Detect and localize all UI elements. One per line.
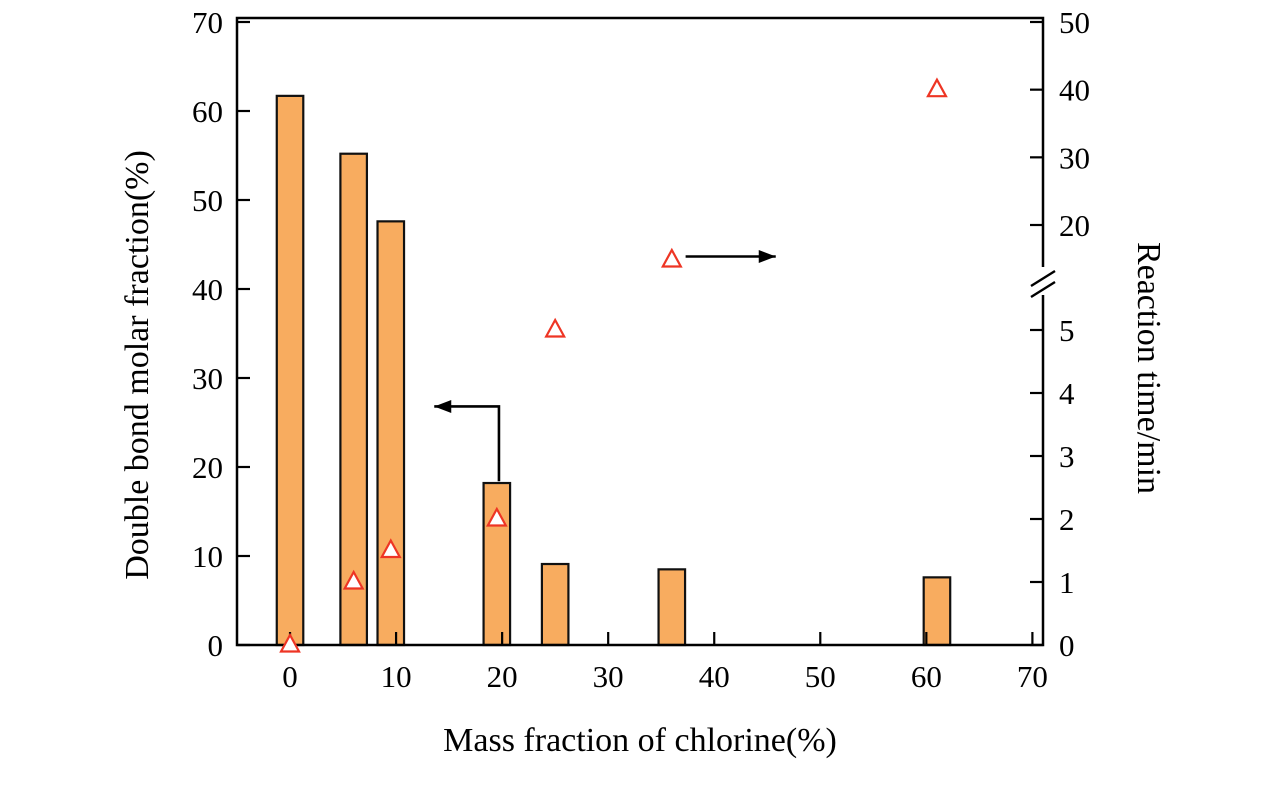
right-tick-label: 4: [1059, 376, 1075, 411]
bars-to-left-axis-arrow-head: [434, 399, 452, 413]
scatter-series: [279, 77, 948, 653]
bar: [376, 220, 406, 647]
reaction-time-point: [279, 632, 301, 653]
axis-break-gap: [1039, 267, 1047, 295]
left-tick-label: 60: [192, 94, 223, 129]
right-tick-label: 1: [1059, 565, 1075, 600]
left-tick-label: 0: [208, 628, 224, 663]
left-tick-label: 40: [192, 272, 223, 307]
x-axis-title: Mass fraction of chlorine(%): [443, 722, 837, 759]
left-tick-label: 50: [192, 183, 223, 218]
reaction-time-point: [926, 77, 948, 98]
axis-break-slash: [1030, 269, 1056, 288]
left-axis-title: Double bond molar fraction(%): [119, 150, 156, 580]
tick-labels: 0 10 20 30 40 50 60 70 0 10 20 30 40 50 60 70 0 1 2 3 4 5 20 30…: [192, 5, 1090, 694]
x-tick-label: 70: [1017, 659, 1048, 694]
bars-series: [275, 94, 952, 647]
reaction-time-point: [485, 506, 508, 527]
x-tick-label: 20: [487, 659, 518, 694]
right-tick-label: 3: [1059, 439, 1075, 474]
right-tick-label: 20: [1059, 208, 1090, 243]
x-tick-label: 0: [282, 659, 298, 694]
bar: [657, 568, 687, 647]
triangles-to-right-axis-arrow-head: [758, 250, 776, 263]
right-tick-label: 2: [1059, 502, 1075, 537]
reaction-time-point: [544, 317, 567, 338]
left-tick-label: 10: [192, 539, 223, 574]
plot-frame: [235, 16, 1045, 647]
right-tick-label: 40: [1059, 73, 1090, 108]
right-tick-label: 50: [1059, 5, 1090, 40]
x-tick-label: 50: [805, 659, 836, 694]
bars-to-left-axis-arrow: [434, 405, 501, 482]
right-axis-title: Reaction time/min: [1130, 241, 1167, 495]
x-tick-label: 10: [381, 659, 412, 694]
x-tick-label: 60: [911, 659, 942, 694]
left-tick-label: 70: [192, 5, 223, 40]
bar: [540, 562, 570, 647]
bar: [275, 94, 305, 647]
reaction-time-point: [342, 569, 365, 590]
right-tick-label: 30: [1059, 140, 1090, 175]
axis-break-slash: [1030, 280, 1056, 299]
axes-frame: [235, 16, 1045, 647]
reaction-time-point: [660, 247, 683, 268]
x-tick-label: 40: [699, 659, 730, 694]
bar: [922, 576, 952, 647]
left-tick-label: 20: [192, 450, 223, 485]
x-tick-label: 30: [593, 659, 624, 694]
reaction-time-point: [379, 538, 402, 559]
left-tick-label: 30: [192, 361, 223, 396]
tick-marks: [237, 20, 1043, 647]
right-axis-break: [1030, 267, 1056, 299]
annotation-arrows: [434, 250, 776, 482]
right-tick-label: 0: [1059, 628, 1075, 663]
right-tick-label: 5: [1059, 313, 1075, 348]
